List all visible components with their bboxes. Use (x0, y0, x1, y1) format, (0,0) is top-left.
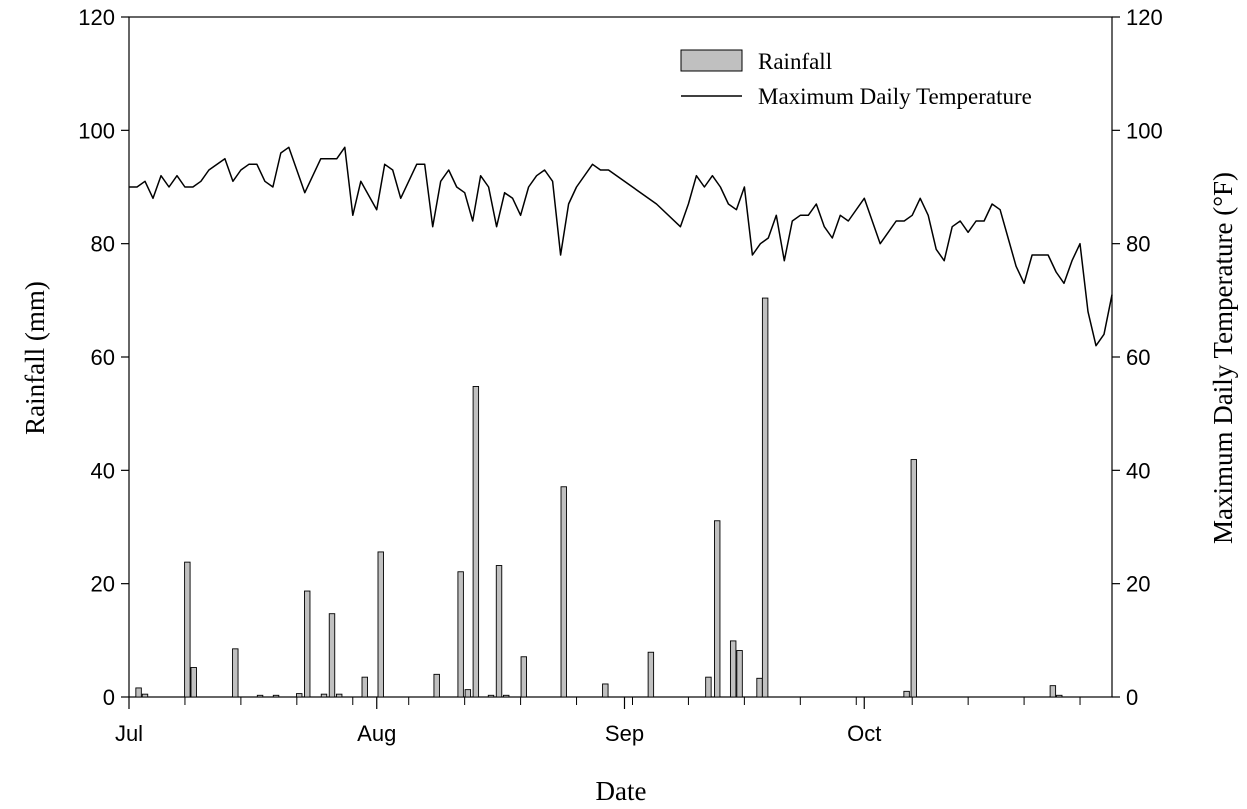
rainfall-bar (560, 486, 567, 698)
rainfall-bar (714, 520, 721, 698)
y-right-tick-label: 20 (1126, 572, 1150, 597)
rainfall-bar (1049, 685, 1057, 698)
rainfall-bar (487, 694, 495, 698)
rainfall-bar (135, 687, 142, 698)
rainfall-bar (335, 693, 343, 698)
rainfall-bar (647, 651, 655, 698)
y-axis-left-title: Rainfall (mm) (20, 281, 50, 435)
y-right-tick-label: 120 (1126, 5, 1163, 30)
y-right-tick-label: 60 (1126, 345, 1150, 370)
rainfall-bar (464, 689, 472, 698)
rainfall-bar (756, 677, 763, 698)
rainfall-bar (256, 694, 264, 698)
axes-group (121, 16, 1120, 709)
rainfall-bar (602, 683, 609, 698)
legend-rainfall-swatch (680, 49, 743, 72)
rainfall-bar (361, 676, 368, 698)
rainfall-bar (729, 640, 737, 698)
rainfall-bar (736, 650, 743, 698)
y-left-tick-label: 0 (103, 685, 115, 710)
y-axis-right-title: Maximum Daily Temperature (°F) (1208, 172, 1238, 544)
temperature-line-group (129, 146, 1113, 347)
rainfall-bar (184, 561, 191, 698)
x-month-label: Aug (357, 721, 396, 746)
plot-frame (128, 16, 1113, 698)
rainfall-bar (190, 667, 197, 698)
x-month-label: Oct (847, 721, 881, 746)
rainfall-bar (141, 693, 149, 698)
rainfall-bar (320, 693, 328, 698)
x-axis-title: Date (596, 776, 647, 806)
y-left-tick-label: 40 (91, 458, 115, 483)
rainfall-bar (1056, 694, 1063, 698)
y-right-tick-label: 0 (1126, 685, 1138, 710)
rainfall-bar (296, 693, 303, 698)
y-left-tick-label: 60 (91, 345, 115, 370)
y-left-tick-label: 120 (78, 5, 115, 30)
rainfall-bar (503, 694, 510, 698)
rainfall-bar (761, 297, 769, 698)
legend-temperature-label: Maximum Daily Temperature (758, 84, 1032, 109)
x-month-label: Sep (605, 721, 644, 746)
y-left-tick-label: 20 (91, 572, 115, 597)
rainfall-bar (472, 386, 480, 698)
legend-rainfall-label: Rainfall (758, 49, 832, 74)
y-right-tick-label: 100 (1126, 118, 1163, 143)
rainfall-bar (705, 676, 712, 698)
rainfall-bar (304, 590, 311, 698)
rainfall-bar (328, 613, 336, 698)
rainfall-bar (520, 656, 527, 698)
legend: Rainfall Maximum Daily Temperature (680, 49, 1032, 109)
rainfall-bar (232, 648, 239, 698)
rainfall-bar (903, 690, 910, 698)
rainfall-bar (377, 551, 384, 698)
y-right-tick-label: 80 (1126, 232, 1150, 257)
tick-labels: 0 20 40 60 80 100 120 0 20 40 60 80 100 120 Jul Aug Sep O… (78, 5, 1162, 746)
rainfall-bars (135, 297, 1063, 698)
y-left-tick-label: 80 (91, 232, 115, 257)
y-left-tick-label: 100 (78, 118, 115, 143)
rainfall-bar (910, 459, 918, 698)
rainfall-bar (272, 694, 280, 698)
temperature-line (129, 146, 1113, 347)
rainfall-bar (495, 565, 503, 698)
rainfall-bar (457, 571, 464, 698)
rainfall-bar (433, 673, 440, 698)
x-month-label: Jul (115, 721, 143, 746)
y-right-tick-label: 40 (1126, 458, 1150, 483)
